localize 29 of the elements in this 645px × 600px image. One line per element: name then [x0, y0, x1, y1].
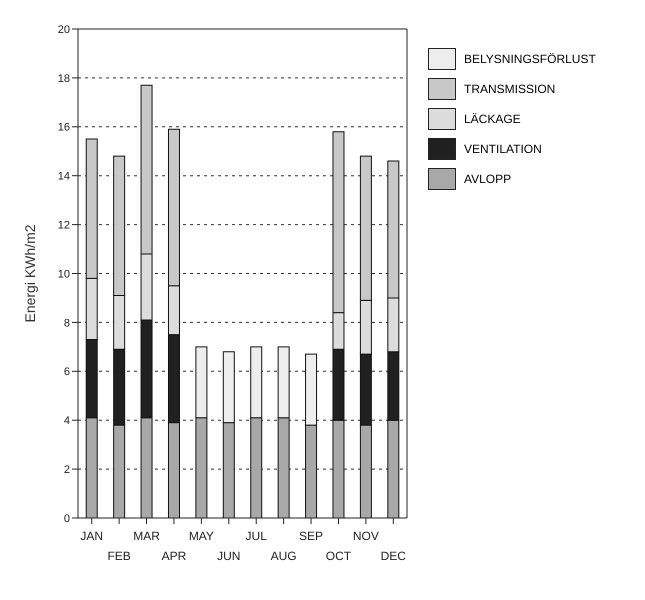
x-tick-label: OCT [326, 549, 352, 563]
x-tick-label: JUL [246, 529, 268, 543]
x-tick-label: MAR [133, 529, 160, 543]
y-tick-label: 18 [58, 72, 70, 85]
x-tick-label: DEC [380, 549, 406, 563]
y-tick-label: 12 [58, 220, 70, 232]
x-tick-label: AUG [270, 549, 297, 563]
x-tick-label: JUN [217, 549, 240, 563]
y-tick-label: 20 [58, 24, 70, 36]
y-tick-label: 2 [64, 464, 70, 476]
y-axis-title: Energi KWh/m2 [22, 224, 38, 323]
legend-label: AVLOPP [464, 172, 512, 186]
y-tick-label: 14 [58, 170, 70, 183]
legend-label: VENTILATION [464, 142, 542, 156]
x-tick-label: FEB [107, 549, 131, 563]
legend-label: LÄCKAGE [464, 112, 521, 126]
x-tick-label: SEP [299, 529, 324, 543]
x-tick-label: APR [162, 549, 187, 563]
y-tick-label: 0 [64, 512, 70, 525]
y-tick-label: 8 [64, 317, 70, 330]
x-tick-label: MAY [188, 529, 214, 543]
x-tick-label: NOV [352, 529, 379, 543]
x-tick-label: JAN [80, 529, 104, 543]
legend-label: BELYSNINGSFÖRLUST [464, 52, 596, 66]
y-tick-label: 16 [58, 122, 70, 134]
y-tick-label: 4 [64, 415, 70, 428]
legend-label: TRANSMISSION [464, 82, 556, 96]
y-tick-label: 6 [64, 366, 70, 378]
y-tick-label: 10 [58, 268, 70, 280]
